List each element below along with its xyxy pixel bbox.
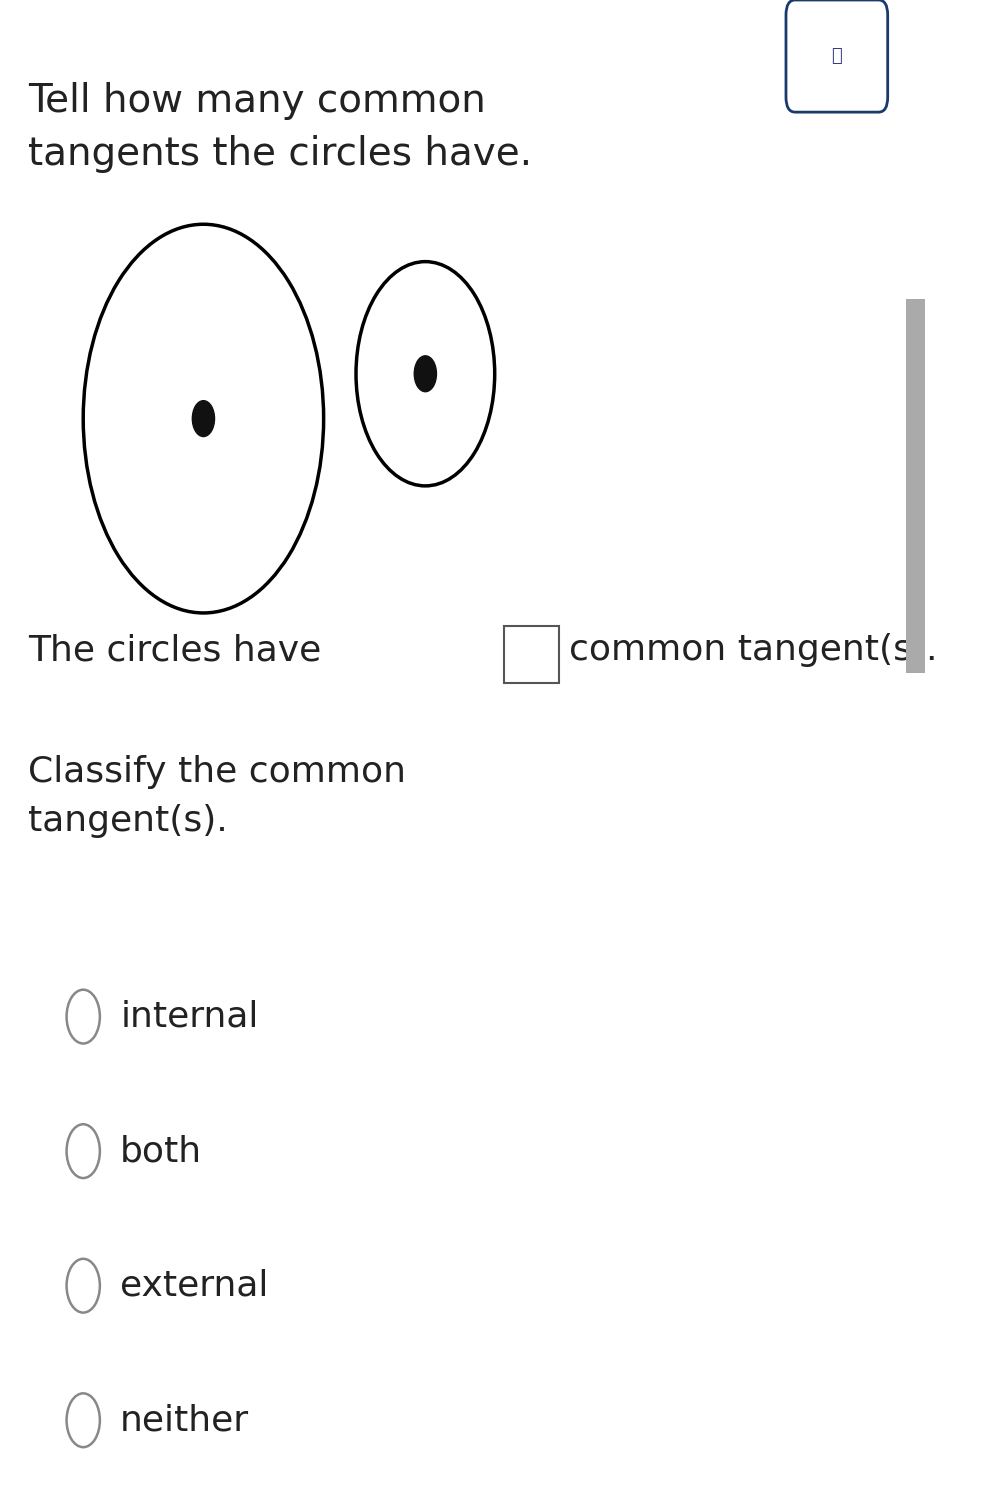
Text: The circles have: The circles have xyxy=(28,634,321,667)
Text: neither: neither xyxy=(121,1404,249,1437)
FancyBboxPatch shape xyxy=(504,626,560,683)
FancyBboxPatch shape xyxy=(786,0,887,112)
Text: tangents the circles have.: tangents the circles have. xyxy=(28,135,532,172)
Text: internal: internal xyxy=(121,1000,259,1033)
Text: Classify the common: Classify the common xyxy=(28,755,405,789)
Circle shape xyxy=(192,401,214,437)
Bar xyxy=(906,299,929,673)
Text: Tell how many common: Tell how many common xyxy=(28,82,485,120)
Text: 🔇: 🔇 xyxy=(832,46,843,66)
Text: common tangent(s).: common tangent(s). xyxy=(569,634,937,667)
Text: both: both xyxy=(121,1135,202,1168)
Text: tangent(s).: tangent(s). xyxy=(28,804,227,839)
Text: external: external xyxy=(121,1269,269,1302)
Circle shape xyxy=(414,356,436,392)
